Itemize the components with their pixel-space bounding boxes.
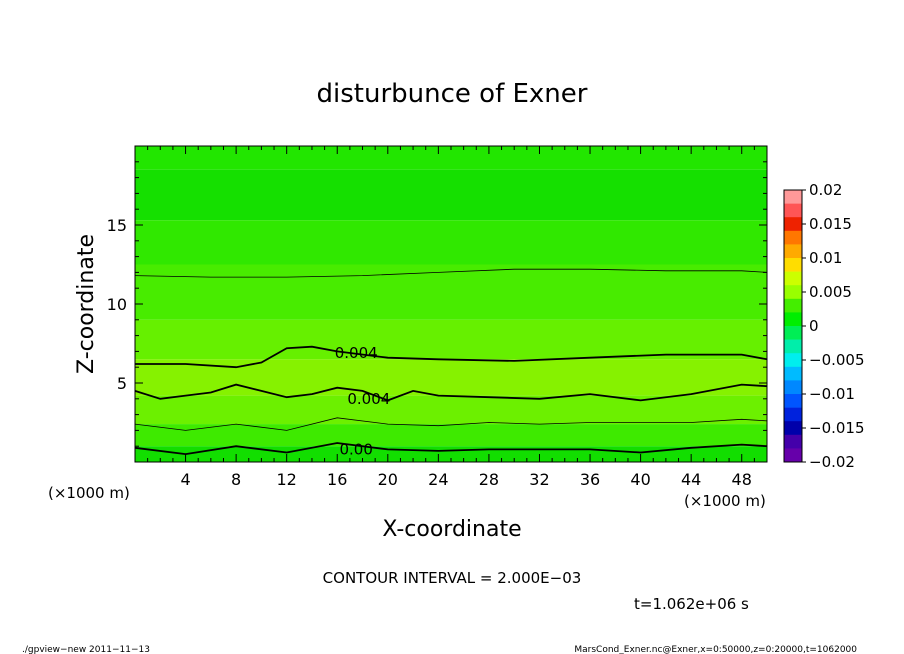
band-5 [135, 359, 767, 396]
footer-left: ./gpview−new 2011−11−13 [22, 645, 150, 654]
x-tick-label: 48 [732, 470, 752, 489]
colorbar-tick-label: −0.005 [809, 351, 865, 369]
colorbar-segment-7 [784, 285, 802, 300]
colorbar-tick-labels: 0.02 0.015 0.01 0.005 0 −0.005 −0.01 −0.015 −0.0… [802, 181, 865, 471]
contour-label-2: 0.00 [339, 440, 372, 458]
band-4 [135, 319, 767, 360]
contour-lines [134, 268, 768, 456]
y-axis-label: Z-coordinate [74, 234, 99, 374]
colorbar-tick-label: 0.02 [809, 181, 842, 199]
band-1 [135, 169, 767, 221]
colorbar-segment-16 [784, 407, 802, 422]
contour-label-1: 0.004 [347, 390, 390, 408]
colorbar-segment-18 [784, 434, 802, 449]
x-tick-label: 24 [428, 470, 448, 489]
band-6 [135, 395, 767, 425]
contour-line-2 [134, 383, 768, 402]
x-axis-label: X-coordinate [382, 517, 521, 542]
x-tick-label: 40 [630, 470, 650, 489]
y-tick-label: 5 [117, 374, 127, 393]
colorbar-segment-15 [784, 394, 802, 408]
x-tick-label: 44 [681, 470, 701, 489]
colorbar-segment-12 [784, 353, 802, 368]
y-tick-label: 10 [107, 295, 127, 314]
contour-interval-note: CONTOUR INTERVAL = 2.000E−03 [323, 569, 582, 587]
colorbar-tick-label: −0.01 [809, 385, 855, 403]
filled-contour-bands [135, 146, 767, 462]
x-tick-label: 12 [277, 470, 297, 489]
colorbar [783, 189, 803, 463]
band-3 [135, 264, 767, 320]
colorbar-tick-label: 0.005 [809, 283, 852, 301]
x-tick-label: 32 [529, 470, 549, 489]
colorbar-tick-label: 0 [809, 317, 819, 335]
contour-line-1 [135, 345, 768, 369]
colorbar-segment-8 [784, 298, 802, 313]
x-tick-label: 8 [231, 470, 241, 489]
contour-label-0: 0.004 [335, 344, 378, 362]
colorbar-segment-5 [784, 258, 802, 272]
colorbar-tick-label: 0.01 [809, 249, 842, 267]
contour-line-3 [134, 417, 768, 431]
colorbar-tick-label: 0.015 [809, 215, 852, 233]
x-unit-left: (×1000 m) [48, 484, 130, 502]
time-note: t=1.062e+06 s [634, 595, 749, 613]
x-tick-label: 16 [327, 470, 347, 489]
colorbar-segment-2 [784, 217, 802, 232]
colorbar-tick-label: −0.02 [809, 453, 855, 471]
x-tick-label: 20 [378, 470, 398, 489]
colorbar-segment-13 [784, 366, 802, 381]
x-axis-ticks: 4 8 12 16 20 24 28 32 36 40 44 48 [147, 146, 755, 489]
colorbar-segment-19 [784, 448, 802, 463]
x-unit-right: (×1000 m) [684, 492, 766, 510]
band-0 [135, 146, 767, 170]
colorbar-segment-4 [784, 244, 802, 259]
band-2 [135, 220, 767, 265]
colorbar-segment-6 [784, 271, 802, 286]
x-tick-label: 4 [180, 470, 190, 489]
colorbar-segment-10 [784, 326, 802, 340]
band-7 [135, 424, 767, 447]
chart-title: disturbunce of Exner [317, 79, 588, 109]
contour-labels: 0.004 0.004 0.00 [335, 344, 391, 458]
y-tick-label: 15 [107, 216, 127, 235]
contour-line-4 [134, 442, 768, 456]
x-tick-label: 36 [580, 470, 600, 489]
colorbar-segment-11 [784, 339, 802, 354]
x-tick-label: 28 [479, 470, 499, 489]
contour-line-0 [134, 268, 768, 278]
colorbar-segment-9 [784, 312, 802, 327]
colorbar-tick-label: −0.015 [809, 419, 865, 437]
y-axis-ticks: 5 10 15 [107, 161, 767, 447]
colorbar-segment-3 [784, 230, 802, 245]
colorbar-segment-1 [784, 203, 802, 218]
colorbar-segment-0 [784, 190, 802, 204]
colorbar-segment-17 [784, 421, 802, 436]
footer-right: MarsCond_Exner.nc@Exner,x=0:50000,z=0:20… [574, 645, 857, 654]
colorbar-segment-14 [784, 380, 802, 395]
